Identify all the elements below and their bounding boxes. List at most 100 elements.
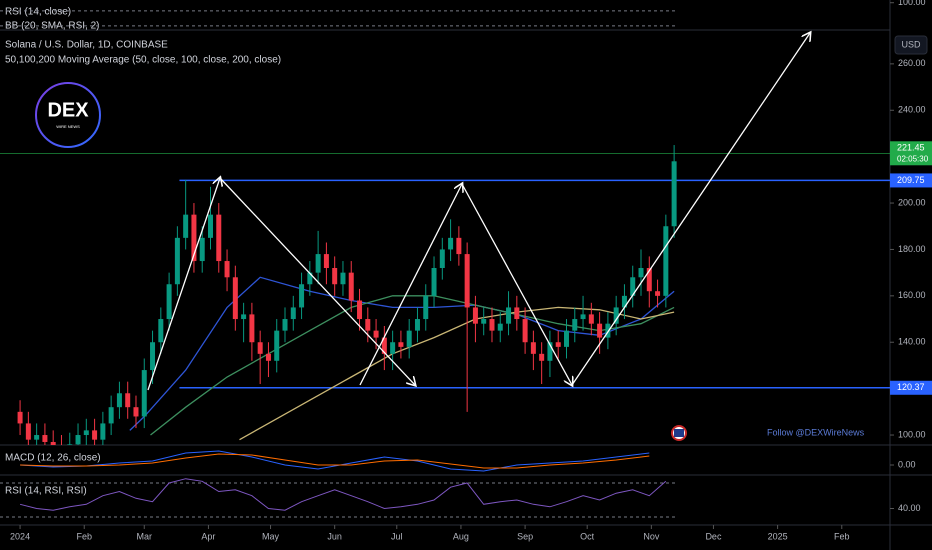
candle-body xyxy=(655,291,661,296)
candle-body xyxy=(67,444,73,445)
candle-body xyxy=(207,214,213,238)
candle-body xyxy=(216,214,222,262)
candle-body xyxy=(191,214,197,262)
x-tick-label: May xyxy=(262,531,280,541)
candle-body xyxy=(92,430,98,440)
candle-body xyxy=(539,353,545,361)
candle-body xyxy=(125,393,131,408)
candle-body xyxy=(671,161,677,227)
candle-body xyxy=(597,323,603,338)
currency[interactable]: USD xyxy=(901,39,921,49)
candle-body xyxy=(340,272,346,285)
x-tick-label: Feb xyxy=(76,531,92,541)
chart-title: Solana / U.S. Dollar, 1D, COINBASE xyxy=(5,40,168,51)
candle-body xyxy=(83,430,89,436)
candle-body xyxy=(414,319,420,331)
top-pane-label: BB (20, SMA, RSI, 2) xyxy=(5,21,99,32)
candle-body xyxy=(448,237,454,250)
price-tag-label: 221.45 xyxy=(897,143,925,153)
candle-body xyxy=(605,323,611,338)
candle-body xyxy=(588,314,594,324)
candle-body xyxy=(406,330,412,347)
candle-body xyxy=(522,319,528,343)
x-tick-label: Aug xyxy=(453,531,469,541)
candle-body xyxy=(183,214,189,238)
candle-body xyxy=(257,342,263,354)
candle-body xyxy=(497,323,503,331)
x-tick-label: Dec xyxy=(705,531,722,541)
x-tick-label: Feb xyxy=(834,531,850,541)
candle-body xyxy=(116,393,122,408)
candle-body xyxy=(166,284,172,320)
currency-box[interactable] xyxy=(894,35,928,55)
level-tag xyxy=(890,173,932,188)
arrows xyxy=(147,33,810,391)
candle-body xyxy=(332,268,338,285)
flag-icon xyxy=(671,425,687,441)
candle-body xyxy=(357,300,363,320)
candle-body xyxy=(580,314,586,320)
candle-body xyxy=(373,330,379,338)
candle-body xyxy=(398,342,404,347)
level-label: 209.75 xyxy=(897,175,925,185)
candle-body xyxy=(348,272,354,301)
x-tick-label: Apr xyxy=(201,531,215,541)
logo: DEX WIRE NEWS xyxy=(35,82,101,148)
x-tick-label: Oct xyxy=(580,531,595,541)
candle-body xyxy=(390,342,396,354)
x-tick-label: 2024 xyxy=(10,531,30,541)
y-tick-label: 180.00 xyxy=(898,244,926,254)
level-tag xyxy=(890,380,932,395)
candle-body xyxy=(323,254,329,269)
candle-body xyxy=(141,370,147,417)
candle-body xyxy=(663,226,669,296)
candle-body xyxy=(108,407,114,424)
candle-body xyxy=(547,342,553,361)
candle-body xyxy=(315,254,321,273)
y-tick-label: 140.00 xyxy=(898,337,926,347)
candle-body xyxy=(613,307,619,324)
y-tick-label: 200.00 xyxy=(898,197,926,207)
countdown: 02:05:30 xyxy=(897,154,929,163)
logo-sub: WIRE NEWS xyxy=(56,124,80,129)
logo-text: DEX xyxy=(47,99,89,121)
macd-label: MACD (12, 26, close) xyxy=(5,453,101,464)
candle-body xyxy=(514,307,520,320)
x-tick-label: Nov xyxy=(643,531,660,541)
candle-body xyxy=(25,423,31,440)
candle-body xyxy=(100,423,106,440)
rsi-label: RSI (14, RSI, RSI) xyxy=(5,486,87,497)
top-pane-label: RSI (14, close) xyxy=(5,7,71,18)
candle-body xyxy=(158,319,164,343)
chart-subtitle: 50,100,200 Moving Average (50, close, 10… xyxy=(5,55,281,66)
candle-body xyxy=(381,337,387,354)
candle-body xyxy=(431,268,437,296)
candle-body xyxy=(365,319,371,331)
y-tick-label: 100.00 xyxy=(898,0,926,7)
y-tick-label: 260.00 xyxy=(898,58,926,68)
candle-body xyxy=(282,319,288,331)
y-tick-label: 240.00 xyxy=(898,105,926,115)
candle-body xyxy=(224,261,230,278)
y-tick-label: 100.00 xyxy=(898,429,926,439)
y-tick-label: 0.00 xyxy=(898,459,916,469)
candle-body xyxy=(646,268,652,292)
candle-body xyxy=(174,237,180,285)
moving-average xyxy=(129,276,675,431)
candle-body xyxy=(456,237,462,255)
moving-average xyxy=(150,295,675,436)
candle-body xyxy=(506,307,512,324)
candle-body xyxy=(472,307,478,324)
x-tick-label: Sep xyxy=(517,531,533,541)
level-label: 120.37 xyxy=(897,382,925,392)
candle-body xyxy=(265,353,271,361)
follow-text: Follow @DEXWireNews xyxy=(767,427,865,437)
x-tick-label: Jun xyxy=(327,531,342,541)
candle-body xyxy=(572,319,578,331)
candle-body xyxy=(249,314,255,343)
candle-body xyxy=(621,295,627,308)
candle-body xyxy=(630,277,636,296)
